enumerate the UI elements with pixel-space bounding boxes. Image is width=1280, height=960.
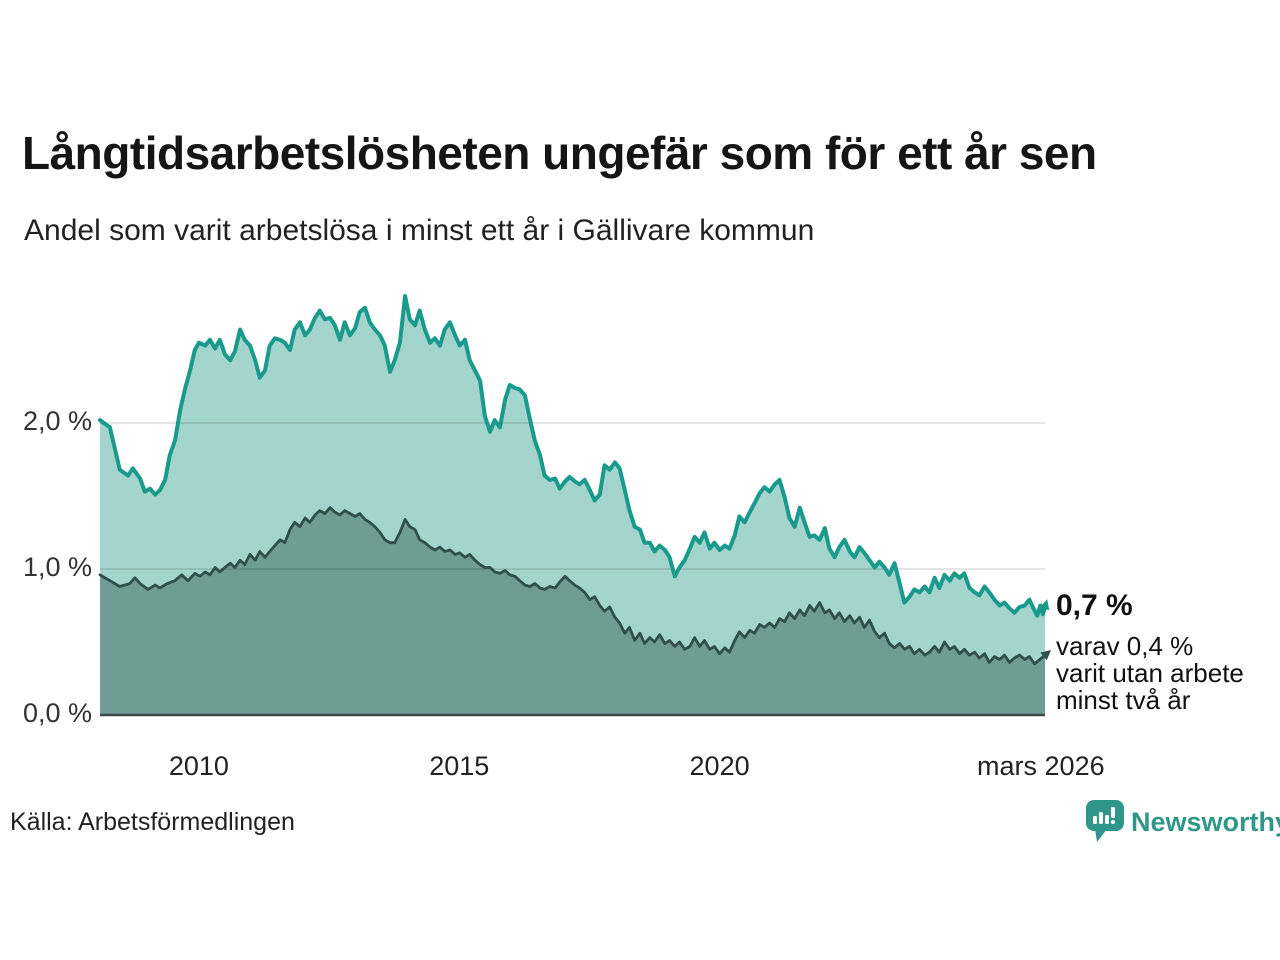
arrowhead-1 xyxy=(1040,650,1052,661)
end-note-line-2: varit utan arbete xyxy=(1056,658,1244,688)
series-line-0 xyxy=(98,294,1047,618)
area-fill-1 xyxy=(100,507,1045,715)
newsworthy-bubble-chart-icon xyxy=(1086,800,1124,842)
y-tick-label: 2,0 % xyxy=(22,406,92,436)
end-note-line-1: varav 0,4 % xyxy=(1056,631,1194,661)
chart-title: Långtidsarbetslösheten ungefär som för e… xyxy=(22,127,1097,179)
x-tick-label: 2010 xyxy=(168,751,229,781)
chart-subtitle: Andel som varit arbetslösa i minst ett å… xyxy=(24,214,815,247)
y-tick-label: 0,0 % xyxy=(22,698,92,728)
source-credit: Källa: Arbetsförmedlingen xyxy=(10,808,295,836)
chart-series-lines xyxy=(98,294,1047,666)
x-tick-label: mars 2026 xyxy=(977,751,1105,781)
y-tick-label: 1,0 % xyxy=(22,552,92,582)
series-end-arrowheads xyxy=(1039,599,1052,661)
chart-area-fills xyxy=(100,296,1045,715)
x-tick-label: 2020 xyxy=(689,751,750,781)
newsworthy-logo: Newsworthy xyxy=(1086,800,1280,844)
newsworthy-wordmark: Newsworthy xyxy=(1131,807,1280,837)
end-value-annotation: 0,7 % xyxy=(1056,589,1133,622)
arrowhead-0 xyxy=(1039,599,1050,611)
end-note-line-3: minst två år xyxy=(1056,685,1191,715)
x-tick-label: 2015 xyxy=(429,751,490,781)
series-line-1 xyxy=(98,506,1047,666)
